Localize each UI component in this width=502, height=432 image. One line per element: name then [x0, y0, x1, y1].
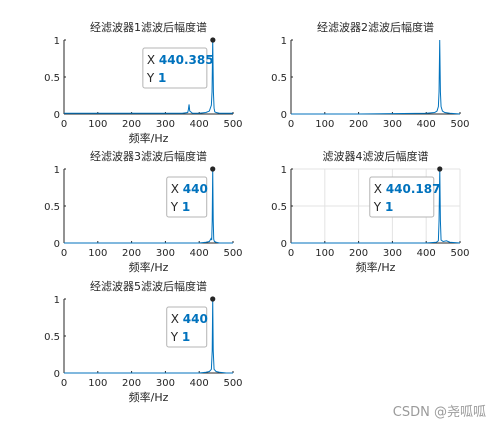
x-tick-label: 100	[88, 248, 107, 259]
datatip-box[interactable]: X 440 Y 1	[166, 176, 208, 218]
x-tick-label: 200	[122, 378, 141, 389]
x-tick-label: 0	[61, 248, 67, 259]
x-tick-label: 300	[156, 119, 175, 130]
x-tick-label: 500	[223, 248, 242, 259]
x-axis-label: 频率/Hz	[129, 260, 169, 274]
x-tick-label: 500	[450, 119, 469, 130]
y-tick-label: 1	[281, 165, 287, 176]
x-tick-label: 0	[288, 119, 294, 130]
datatip-box[interactable]: X 440.187 Y 1	[369, 176, 441, 218]
x-axis-label: 频率/Hz	[129, 390, 169, 404]
x-tick-label: 300	[156, 378, 175, 389]
plot-area	[291, 40, 460, 114]
x-tick-label: 300	[383, 248, 402, 259]
datatip-marker[interactable]	[210, 166, 216, 172]
spectrum-line	[291, 39, 461, 115]
x-tick-label: 100	[88, 378, 107, 389]
y-tick-label: 0.5	[44, 332, 60, 343]
datatip-marker[interactable]	[210, 37, 216, 43]
datatip-x-row: X 440	[171, 182, 208, 196]
y-tick-label: 0	[54, 369, 60, 380]
x-tick-label: 300	[156, 248, 175, 259]
x-tick-label: 500	[450, 248, 469, 259]
datatip-y-row: Y 1	[373, 200, 394, 214]
y-tick-label: 1	[54, 36, 60, 47]
subplot-title: 经滤波器1滤波后幅度谱	[90, 20, 207, 34]
x-tick-label: 200	[122, 248, 141, 259]
csdn-watermark: CSDN @尧呱呱	[392, 405, 486, 420]
datatip-box[interactable]: X 440 Y 1	[166, 306, 208, 348]
x-tick-label: 0	[61, 119, 67, 130]
y-tick-label: 0	[281, 239, 287, 250]
y-tick-label: 0.5	[44, 202, 60, 213]
spectrum-line	[64, 39, 233, 114]
x-tick-label: 200	[349, 248, 368, 259]
y-tick-label: 0.5	[271, 202, 287, 213]
x-tick-label: 500	[223, 119, 242, 130]
subplot-title: 经滤波器2滤波后幅度谱	[317, 20, 434, 34]
plot-area	[64, 299, 233, 373]
subplot-title: 经滤波器5滤波后幅度谱	[90, 279, 207, 293]
y-tick-label: 1	[54, 295, 60, 306]
x-tick-label: 500	[223, 378, 242, 389]
subplot-title: 滤波器4滤波后幅度谱	[323, 149, 429, 163]
x-tick-label: 400	[190, 119, 209, 130]
y-tick-label: 0.5	[271, 73, 287, 84]
spectrum-line	[64, 298, 233, 374]
x-tick-label: 400	[190, 378, 209, 389]
datatip-y-row: Y 1	[146, 71, 167, 85]
x-axis-label: 频率/Hz	[129, 131, 169, 145]
x-tick-label: 100	[315, 119, 334, 130]
datatip-y-row: Y 1	[170, 200, 191, 214]
subplot-title: 经滤波器3滤波后幅度谱	[90, 149, 207, 163]
y-tick-label: 0	[54, 239, 60, 250]
x-tick-label: 200	[349, 119, 368, 130]
x-tick-label: 400	[417, 119, 436, 130]
datatip-x-row: X 440.187	[374, 182, 441, 196]
x-tick-label: 100	[88, 119, 107, 130]
datatip-x-row: X 440.385	[147, 53, 214, 67]
x-tick-label: 0	[61, 378, 67, 389]
datatip-box[interactable]: X 440.385 Y 1	[142, 47, 214, 89]
datatip-x-row: X 440	[171, 312, 208, 326]
subplot-2: 0 100 200 300 400 500 0 0.5 1 经滤波器2滤波后幅度谱	[271, 20, 469, 130]
x-tick-label: 200	[122, 119, 141, 130]
datatip-y-row: Y 1	[170, 330, 191, 344]
x-tick-label: 400	[190, 248, 209, 259]
x-axis-label: 频率/Hz	[356, 260, 396, 274]
plot-area	[64, 169, 233, 243]
y-tick-label: 0.5	[44, 73, 60, 84]
y-tick-label: 0	[281, 110, 287, 121]
y-tick-label: 1	[54, 165, 60, 176]
x-tick-label: 300	[383, 119, 402, 130]
datatip-marker[interactable]	[210, 296, 216, 302]
y-tick-label: 0	[54, 110, 60, 121]
spectrum-line	[64, 168, 233, 244]
x-tick-label: 400	[417, 248, 436, 259]
datatip-marker[interactable]	[437, 166, 443, 172]
y-tick-label: 1	[281, 36, 287, 47]
x-tick-label: 100	[315, 248, 334, 259]
x-tick-label: 0	[288, 248, 294, 259]
